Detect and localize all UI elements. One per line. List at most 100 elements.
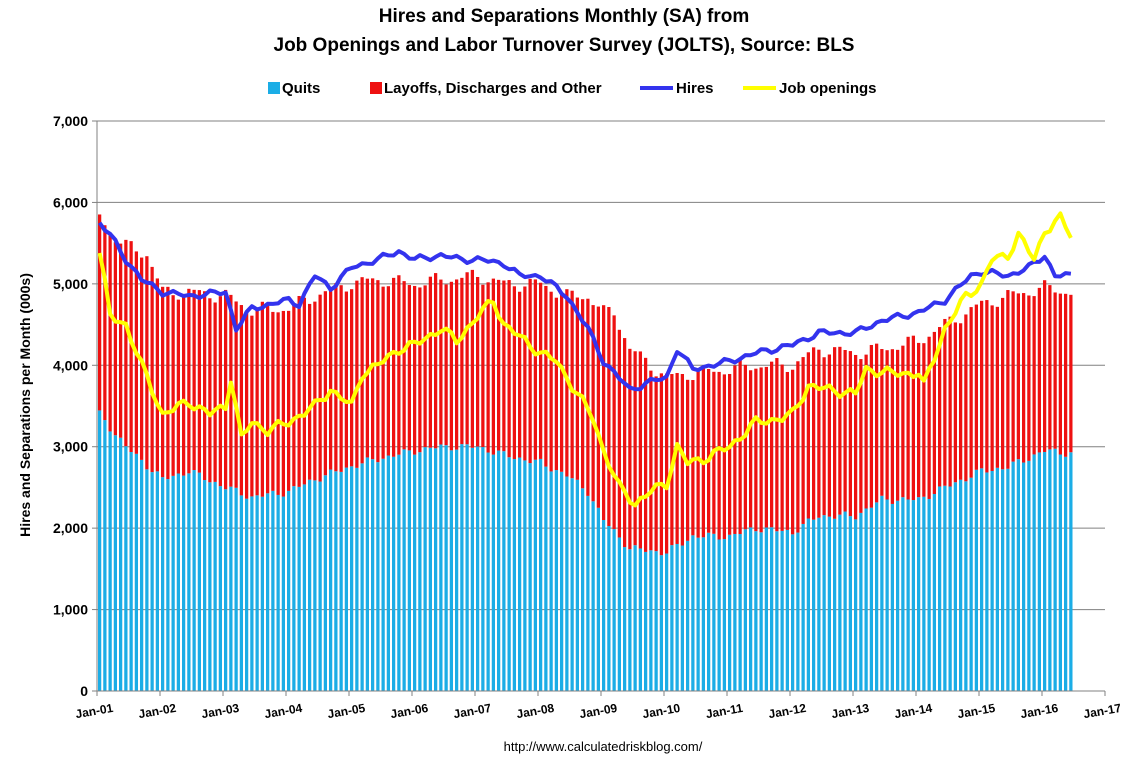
quits-bar [129, 452, 133, 691]
layoffs-bar [129, 241, 133, 453]
layoffs-bar [843, 350, 847, 512]
quits-bar [575, 479, 580, 691]
quits-bar [769, 527, 774, 691]
x-tick-label: Jan-01 [74, 701, 114, 721]
quits-bar [953, 482, 958, 691]
quits-bar [554, 470, 559, 691]
layoffs-bar [307, 303, 312, 480]
layoffs-bar [717, 371, 721, 540]
layoffs-bar [187, 288, 191, 474]
quits-bar [659, 555, 664, 691]
layoffs-bar [97, 214, 102, 411]
quits-bar [334, 471, 338, 691]
layoffs-bar [591, 305, 595, 502]
x-tick-label: Jan-02 [137, 701, 177, 721]
layoffs-bar [901, 345, 905, 498]
quits-bar [937, 486, 942, 691]
quits-bar [97, 410, 102, 691]
quits-bar [859, 512, 863, 691]
layoffs-bar [617, 329, 622, 538]
quits-bar [108, 431, 112, 691]
quits-bar [481, 447, 485, 691]
quits-bar [764, 527, 769, 691]
layoffs-bar [328, 287, 333, 470]
quits-bar [759, 532, 763, 691]
layoffs-bar [733, 365, 737, 534]
layoffs-bar [176, 299, 181, 474]
quits-bar [402, 449, 406, 691]
quits-bar [286, 490, 291, 691]
layoffs-bar [418, 287, 422, 453]
quits-bar [218, 486, 223, 691]
quits-bar [895, 500, 900, 691]
quits-bar [785, 529, 790, 691]
layoffs-bar [166, 286, 170, 480]
layoffs-bar [250, 315, 254, 497]
quits-bar [580, 488, 585, 691]
layoffs-bar [1000, 297, 1005, 470]
layoffs-bar [155, 278, 160, 472]
title-layer: Hires and Separations Monthly (SA) from … [274, 6, 855, 56]
quits-bar [832, 518, 837, 691]
layoffs-bar [943, 318, 947, 486]
x-tick-label: Jan-13 [830, 701, 870, 721]
quits-bar [1011, 461, 1015, 691]
quits-bar [848, 516, 853, 691]
quits-bar [670, 545, 674, 691]
layoffs-bar [486, 282, 490, 453]
quits-bar [754, 531, 758, 691]
layoffs-bar [150, 266, 154, 473]
quits-bar [454, 449, 459, 691]
quits-bar [601, 520, 606, 691]
quits-bar [113, 435, 118, 691]
layoffs-bar [271, 311, 275, 491]
quits-bar [880, 495, 884, 691]
quits-bar [565, 476, 569, 691]
quits-bar [607, 526, 611, 691]
y-tick-label: 2,000 [53, 520, 88, 536]
x-tick-label: Jan-11 [705, 701, 745, 721]
quits-bar [628, 549, 632, 691]
quits-bar [265, 493, 270, 691]
layoffs-bar [880, 349, 884, 496]
legend-label: Hires [676, 80, 714, 97]
lines-layer [97, 211, 1073, 508]
bars-layer [97, 214, 1073, 691]
layoffs-bar [397, 275, 401, 455]
quits-bar [733, 533, 737, 691]
quits-bar [586, 495, 590, 691]
quits-bar [964, 481, 968, 691]
layoffs-bar [559, 294, 564, 472]
quits-bar [748, 527, 753, 691]
layoffs-bar [974, 304, 979, 470]
layoffs-bar [502, 280, 506, 452]
quits-bar [523, 460, 527, 691]
layoffs-bar [124, 239, 128, 447]
quits-bar [985, 472, 989, 691]
layoffs-bar [580, 299, 585, 489]
quits-bar [1016, 459, 1021, 691]
layoffs-bar [454, 279, 459, 450]
layoffs-bar [1011, 291, 1015, 462]
quits-bar [412, 454, 417, 691]
quits-bar [475, 446, 480, 691]
quits-bar [397, 454, 401, 691]
chart-title: Hires and Separations Monthly (SA) from [379, 6, 750, 27]
quits-bar [864, 508, 868, 691]
layoffs-bar [439, 279, 443, 445]
quits-bar [706, 532, 711, 691]
quits-bar [838, 514, 842, 691]
quits-bar [197, 472, 202, 691]
quits-bar [433, 448, 438, 691]
quits-bar [874, 502, 879, 691]
layoffs-bar [512, 286, 517, 460]
quits-bar [223, 489, 228, 691]
layoffs-bar [848, 351, 853, 517]
layoffs-bar [223, 289, 228, 490]
quits-bar [906, 499, 910, 691]
layoffs-bar [549, 291, 553, 472]
quits-bar [1006, 468, 1010, 691]
layoffs-bar [649, 370, 653, 551]
layoffs-bar [544, 285, 548, 467]
x-tick-label: Jan-04 [263, 701, 303, 721]
